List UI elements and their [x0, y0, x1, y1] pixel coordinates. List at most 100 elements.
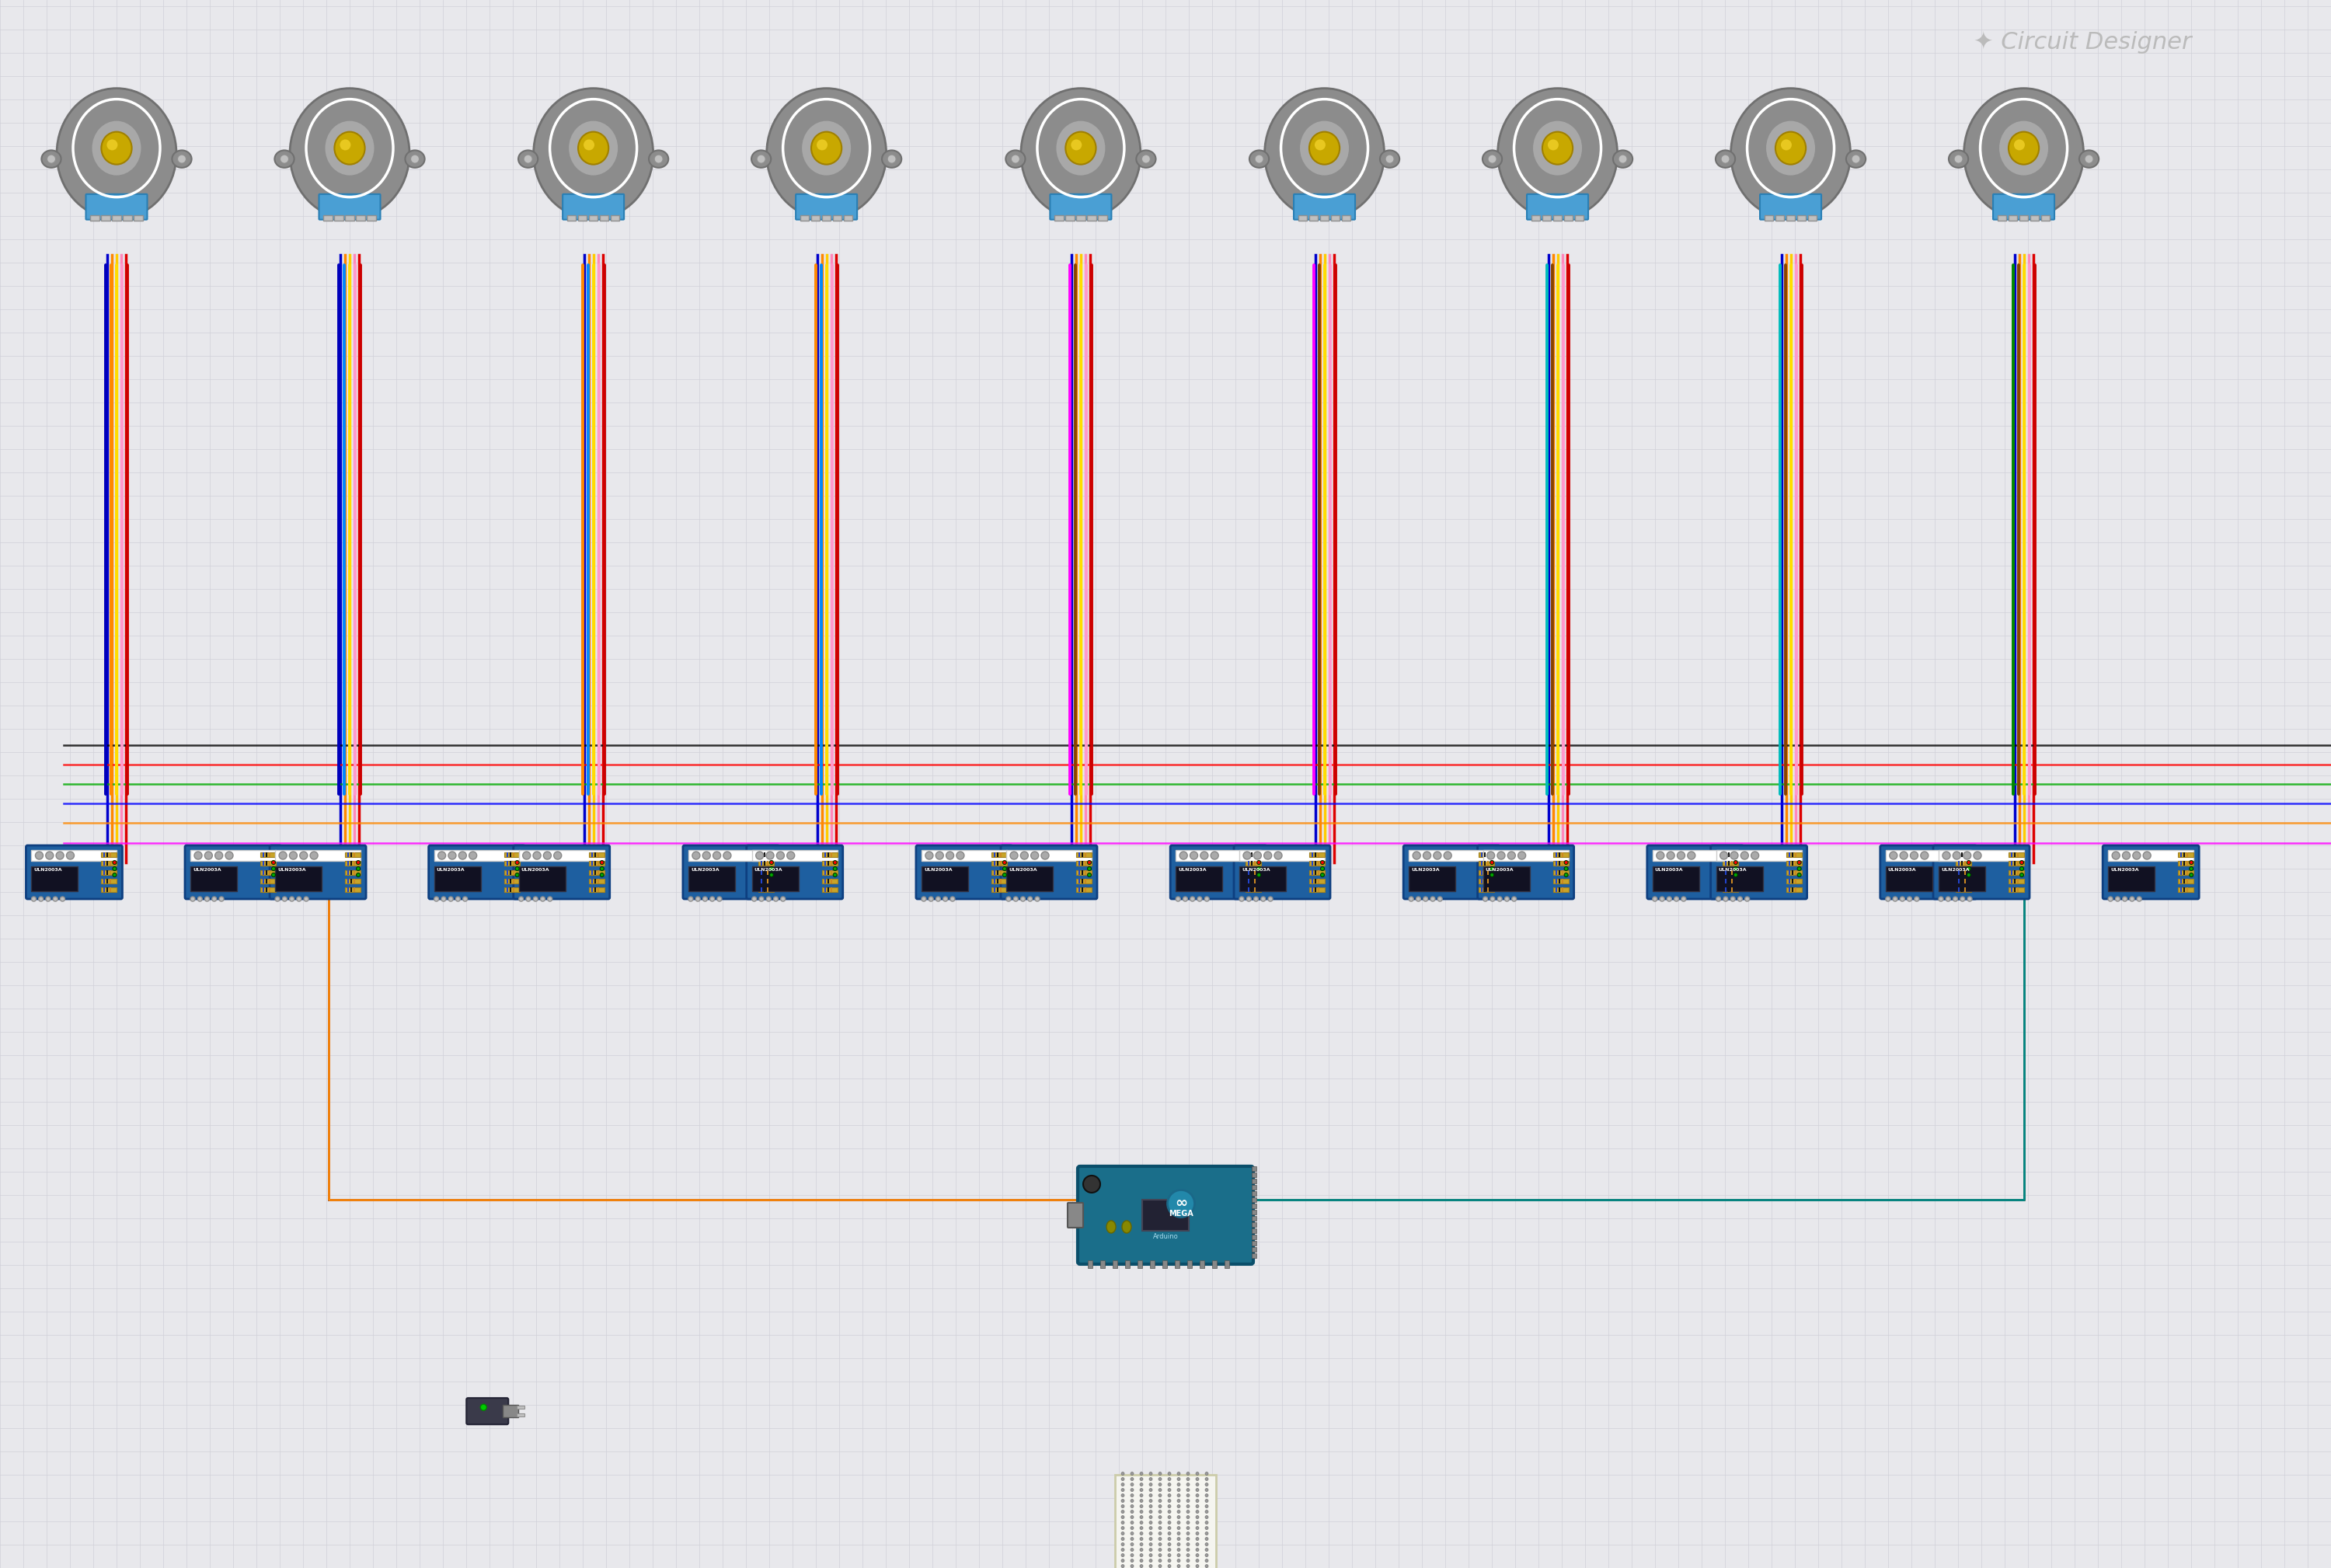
Ellipse shape — [324, 121, 373, 176]
Ellipse shape — [520, 897, 524, 902]
Ellipse shape — [1967, 867, 1970, 870]
Ellipse shape — [524, 155, 531, 163]
Ellipse shape — [1056, 121, 1105, 176]
Ellipse shape — [1140, 1521, 1142, 1524]
Ellipse shape — [1140, 1499, 1142, 1502]
Ellipse shape — [1191, 897, 1196, 902]
Ellipse shape — [1121, 1477, 1124, 1480]
Bar — [1552, 870, 1569, 875]
Ellipse shape — [1168, 1532, 1170, 1535]
Bar — [2107, 866, 2154, 891]
Ellipse shape — [1191, 851, 1198, 859]
Text: ULN2003A: ULN2003A — [1942, 867, 1970, 872]
Bar — [823, 861, 837, 866]
Ellipse shape — [1149, 1554, 1152, 1557]
Ellipse shape — [1107, 1220, 1117, 1232]
Ellipse shape — [1483, 897, 1487, 902]
Text: ULN2003A: ULN2003A — [436, 867, 464, 872]
Ellipse shape — [1186, 1537, 1189, 1540]
Ellipse shape — [1315, 140, 1326, 151]
Ellipse shape — [1159, 1510, 1161, 1513]
Ellipse shape — [1131, 1477, 1133, 1480]
Ellipse shape — [599, 873, 604, 877]
Ellipse shape — [1159, 1521, 1161, 1524]
Bar — [578, 215, 587, 221]
Bar — [1098, 215, 1107, 221]
Ellipse shape — [469, 851, 478, 859]
Ellipse shape — [522, 851, 531, 859]
Ellipse shape — [1131, 1510, 1133, 1513]
Bar — [1886, 850, 1972, 861]
Ellipse shape — [1131, 1565, 1133, 1568]
Text: ULN2003A: ULN2003A — [1888, 867, 1916, 872]
Ellipse shape — [935, 851, 944, 859]
Ellipse shape — [515, 861, 520, 864]
FancyBboxPatch shape — [1170, 845, 1266, 898]
Ellipse shape — [946, 851, 953, 859]
Bar — [1245, 887, 1261, 892]
Bar — [1716, 850, 1802, 861]
Ellipse shape — [648, 151, 669, 168]
Ellipse shape — [1196, 1494, 1198, 1497]
Bar — [1531, 215, 1541, 221]
Ellipse shape — [1177, 1537, 1179, 1540]
Bar — [823, 878, 837, 883]
Ellipse shape — [1168, 1548, 1170, 1551]
Bar — [2177, 853, 2193, 858]
Ellipse shape — [1205, 1483, 1207, 1486]
Bar — [800, 215, 809, 221]
Bar — [503, 853, 520, 858]
Ellipse shape — [1205, 1548, 1207, 1551]
Bar — [1252, 1192, 1256, 1196]
Ellipse shape — [1497, 897, 1501, 902]
FancyBboxPatch shape — [1993, 194, 2054, 220]
Ellipse shape — [517, 151, 538, 168]
Bar — [1939, 850, 2023, 861]
Ellipse shape — [1149, 1527, 1152, 1529]
Ellipse shape — [1893, 897, 1897, 902]
Ellipse shape — [1140, 1532, 1142, 1535]
Bar — [345, 878, 361, 883]
Ellipse shape — [1121, 1220, 1131, 1232]
Ellipse shape — [1186, 1494, 1189, 1497]
Bar — [590, 861, 604, 866]
Ellipse shape — [1196, 1548, 1198, 1551]
Ellipse shape — [1177, 1565, 1179, 1568]
Ellipse shape — [1205, 897, 1210, 902]
Ellipse shape — [1408, 897, 1413, 902]
Bar — [1310, 878, 1324, 883]
Text: ULN2003A: ULN2003A — [923, 867, 953, 872]
Ellipse shape — [30, 897, 35, 902]
Ellipse shape — [1159, 1537, 1161, 1540]
Ellipse shape — [1730, 851, 1739, 859]
Ellipse shape — [1177, 1510, 1179, 1513]
Ellipse shape — [1741, 851, 1748, 859]
Ellipse shape — [1967, 873, 1970, 877]
Bar — [1114, 1474, 1217, 1568]
Bar — [1956, 853, 1972, 858]
Text: ∞: ∞ — [1175, 1196, 1186, 1210]
Ellipse shape — [1149, 1488, 1152, 1491]
Bar — [434, 850, 520, 861]
Bar — [1077, 215, 1086, 221]
Ellipse shape — [1149, 1494, 1152, 1497]
Ellipse shape — [758, 155, 765, 163]
Ellipse shape — [282, 897, 287, 902]
Ellipse shape — [702, 851, 711, 859]
Bar — [333, 215, 343, 221]
Ellipse shape — [219, 897, 224, 902]
Bar — [2177, 887, 2193, 892]
Ellipse shape — [1159, 1499, 1161, 1502]
Ellipse shape — [1716, 151, 1734, 168]
Bar — [520, 866, 566, 891]
Bar — [2009, 215, 2016, 221]
Bar — [1956, 861, 1972, 866]
Ellipse shape — [1909, 851, 1918, 859]
Ellipse shape — [713, 851, 720, 859]
Ellipse shape — [56, 88, 177, 220]
Ellipse shape — [1613, 151, 1632, 168]
Ellipse shape — [1131, 1532, 1133, 1535]
Text: ULN2003A: ULN2003A — [1009, 867, 1037, 872]
Ellipse shape — [107, 140, 117, 151]
Bar — [844, 215, 853, 221]
